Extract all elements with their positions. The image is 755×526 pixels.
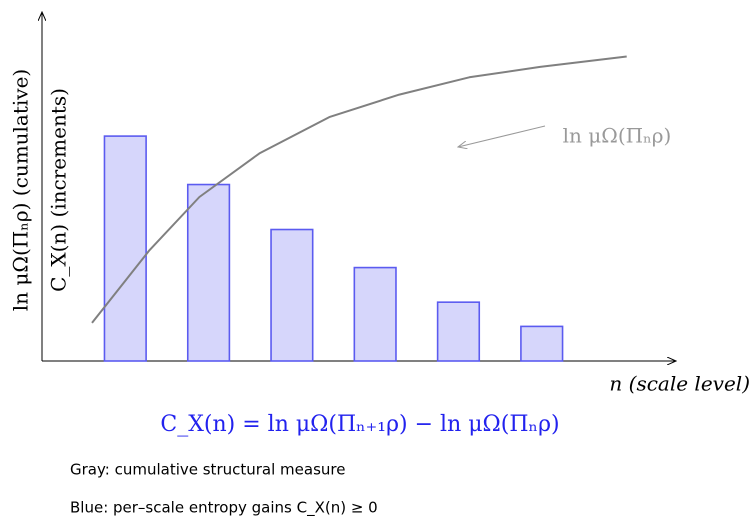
formula: C_X(n) = ln μΩ(Πₙ₊₁ρ) − ln μΩ(Πₙρ): [160, 412, 559, 437]
annotation-arrow: [458, 125, 546, 147]
y-label: C_X(n) (increments): [47, 88, 71, 292]
y-label: ln μΩ(Πₙρ) (cumulative): [9, 69, 33, 311]
bar: [186, 183, 231, 362]
note: Blue: per–scale entropy gains C_X(n) ≥ 0: [70, 499, 378, 518]
bar: [353, 266, 397, 362]
bar: [520, 325, 564, 362]
x-label: n (scale level): [609, 372, 750, 396]
bar: [270, 228, 314, 362]
curve-label: ln μΩ(Πₙρ): [563, 124, 672, 148]
bar: [436, 301, 481, 362]
curve: [91, 55, 627, 324]
bar: [103, 135, 147, 362]
note: Gray: cumulative structural measure: [70, 461, 345, 479]
